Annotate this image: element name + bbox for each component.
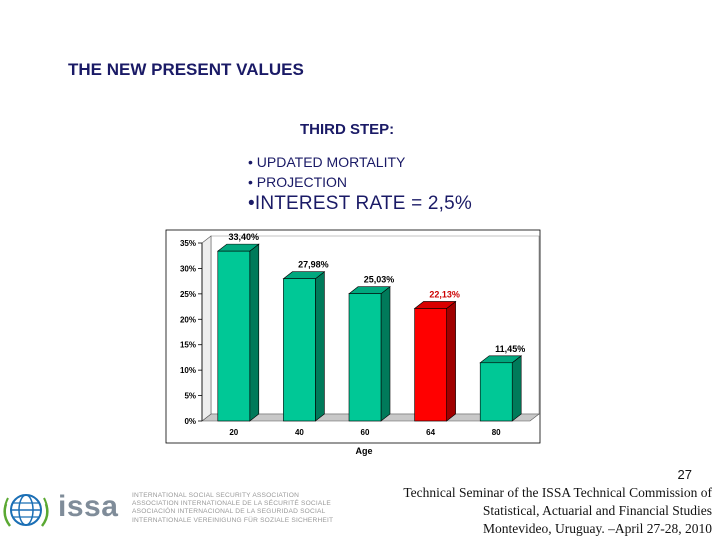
bar-side-face [249,243,260,422]
bullet-interest-rate: •INTEREST RATE = 2,5% [248,193,472,214]
bar [479,362,513,422]
bar-value-label: 11,45% [495,344,525,354]
association-names: INTERNATIONAL SOCIAL SECURITY ASSOCIATIO… [132,492,333,525]
footer-line-1: Technical Seminar of the ISSA Technical … [403,485,712,500]
page-title: THE NEW PRESENT VALUES [68,60,304,79]
chart-y-ticks: 0% 5% 10% 15% 20% 25% 30% 35% [180,239,203,426]
footer-line-3: Montevideo, Uruguay. –April 27-28, 2010 [483,521,712,536]
x-axis-label: Age [355,446,372,456]
bar-chart: 33,40% 27,98% 25,03% 22,13% 11,45% 0% 5% 10% 15… [165,229,541,456]
x-tick-label: 40 [295,428,304,437]
bar-side-face [315,271,325,422]
bar [348,293,382,422]
bar [283,278,316,422]
association-name-es: ASOCIACIÓN INTERNACIONAL DE LA SEGURIDAD… [132,508,326,516]
bar-value-label: 25,03% [364,275,395,285]
y-tick-label: 35% [180,239,196,248]
y-tick-label: 5% [184,392,196,401]
issa-wordmark: issa [58,490,119,523]
y-tick-label: 15% [180,341,196,350]
bar-side-face [511,355,522,422]
y-tick-label: 0% [184,417,196,426]
bar-value-label: 27,98% [298,260,329,270]
bullet-projection: • PROJECTION [248,174,348,190]
page-number: 27 [677,467,692,482]
x-tick-label: 60 [361,428,370,437]
bar [414,308,447,422]
x-tick-label: 20 [229,428,238,437]
footer-text: 27 Technical Seminar of the ISSA Technic… [403,466,712,538]
association-name-fr: ASSOCIATION INTERNATIONALE DE LA SÉCURIT… [132,500,331,508]
y-tick-label: 20% [180,315,196,324]
chart-x-ticks: 20 40 60 64 80 [229,428,501,437]
bar-value-label: 33,40% [229,232,260,242]
y-tick-label: 10% [180,366,196,375]
bar [217,250,251,422]
association-name-de: INTERNATIONALE VEREINIGUNG FÜR SOZIALE S… [132,516,334,524]
y-tick-label: 25% [180,290,196,299]
chart-bars: 33,40% 27,98% 25,03% 22,13% 11,45% [216,232,525,422]
bar-value-label: 22,13% [429,289,460,299]
association-name-en: INTERNATIONAL SOCIAL SECURITY ASSOCIATIO… [132,492,300,499]
x-tick-label: 80 [492,428,501,437]
step-title: THIRD STEP: [300,121,395,138]
y-tick-label: 30% [180,264,196,273]
globe-icon [3,494,49,527]
bar-side-face [380,286,391,422]
bullet-updated-mortality: • UPDATED MORTALITY [248,154,406,170]
footer-line-2: Statistical, Actuarial and Financial Stu… [482,503,712,518]
x-tick-label: 64 [426,428,435,437]
chart-border [165,229,541,444]
chart-side-wall [201,235,212,422]
bar-side-face [446,300,456,422]
